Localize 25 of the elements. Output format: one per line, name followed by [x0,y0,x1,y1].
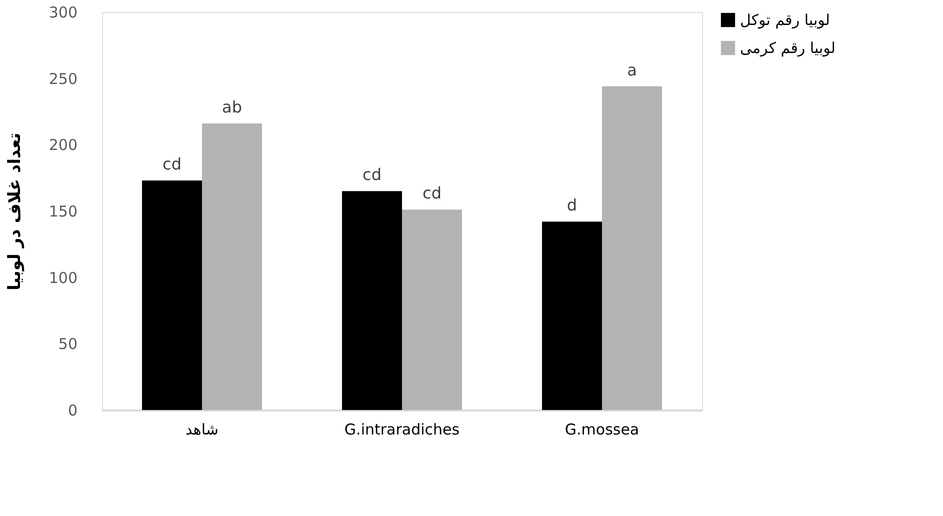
y-axis-title: تعداد غلاف در لوبیا [4,132,25,290]
bar [402,210,462,410]
bar [142,180,202,410]
bar [342,191,402,410]
bar [602,86,662,410]
data-label: cd [162,154,182,174]
y-tick-label: 100 [48,268,78,287]
x-tick-label: شاهد [186,420,218,438]
y-tick-label: 150 [48,202,78,220]
bar [542,222,602,410]
data-label: cd [422,184,442,203]
y-tick-label: 300 [48,4,78,22]
legend-label: لوبیا رقم توکل [740,11,830,29]
legend-label: لوبیا رقم کرمی [740,39,836,57]
y-tick-label: 0 [68,402,78,420]
data-label: cd [362,165,382,184]
data-label: d [566,196,578,215]
x-tick-label: G.intraradiches [344,420,460,438]
y-tick-label: 200 [48,136,78,154]
y-tick-label: 50 [58,335,78,354]
y-tick-label: 250 [48,70,78,88]
data-label: ab [222,97,242,116]
data-label: a [627,60,637,80]
x-tick-label: G.mossea [564,420,640,438]
bar [202,123,262,410]
